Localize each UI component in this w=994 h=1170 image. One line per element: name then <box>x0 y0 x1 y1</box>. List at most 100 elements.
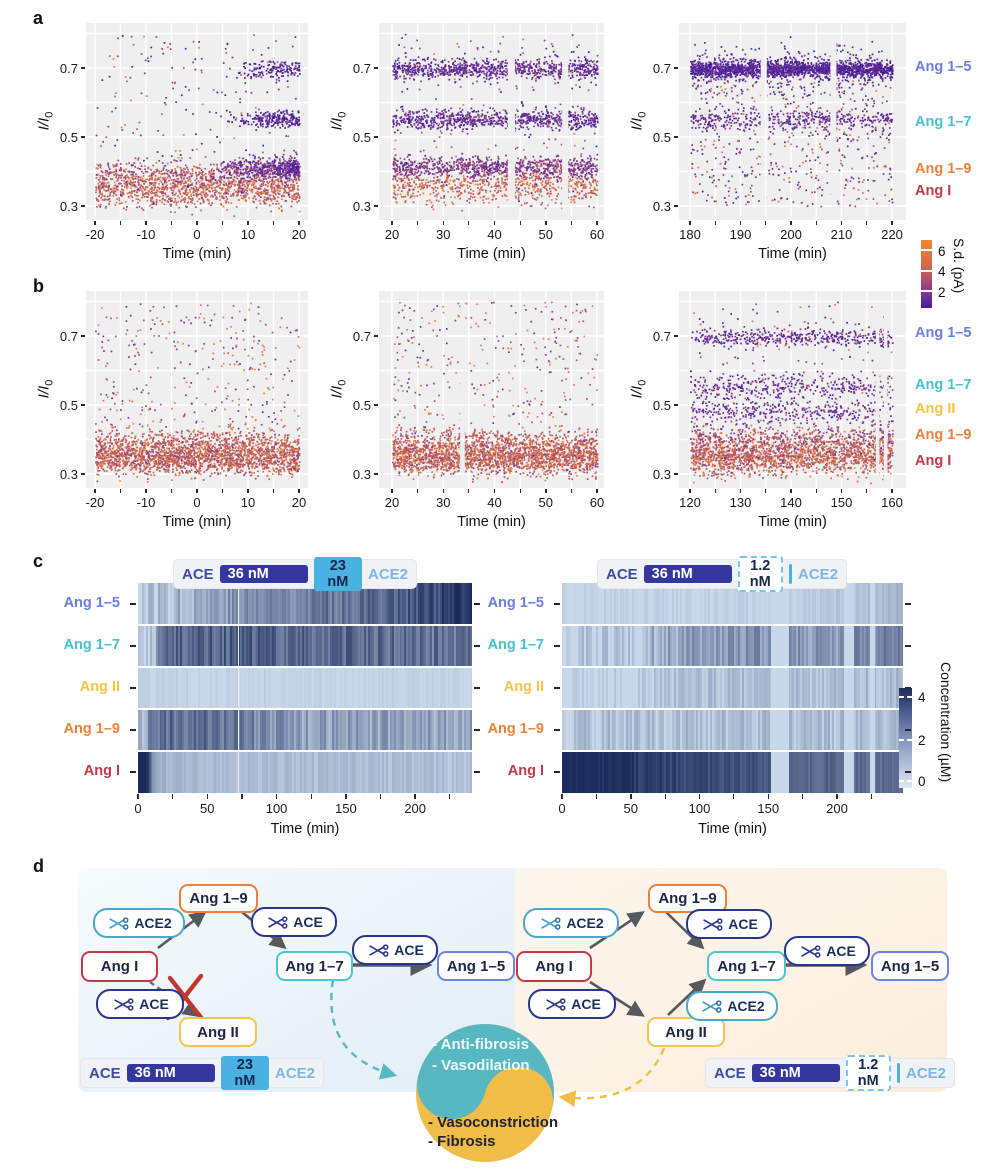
axis-tick <box>596 221 598 225</box>
axis-tick <box>119 489 122 493</box>
axis-tick <box>698 794 701 799</box>
axis-tick <box>765 221 767 225</box>
axis-tick <box>94 489 96 493</box>
band-label: Ang 1–7 <box>915 377 972 393</box>
tick-label: 10 <box>240 227 256 242</box>
bracket-mark <box>788 564 792 584</box>
tick-label: -10 <box>136 227 156 242</box>
enzyme-pill-ace2-right-mid: ACE2 <box>686 991 778 1021</box>
axis-tick <box>905 771 911 773</box>
sd-tick-6: 6 <box>938 244 946 259</box>
arrow-angI-to-angII-right <box>589 980 645 1017</box>
axis-x: Time (min) <box>457 246 526 262</box>
panel-d-letter: d <box>33 856 44 876</box>
legend-c-right: ACE 36 nM 1.2 nM ACE2 <box>598 556 846 592</box>
axis-tick <box>137 794 139 799</box>
tick-label: 190 <box>729 227 752 242</box>
row-label: Ang 1–9 <box>63 721 120 737</box>
legend-ace-label: ACE <box>89 1064 121 1082</box>
ytick-label: 0.7 <box>59 329 78 344</box>
axis-tick <box>554 603 560 605</box>
enzyme-pill-ace-left-mid: ACE <box>352 935 438 965</box>
ytick-label: 0.5 <box>59 130 78 145</box>
tick-label: 210 <box>830 227 853 242</box>
band-label: Ang 1–5 <box>915 325 972 341</box>
axis-tick <box>674 335 678 337</box>
axis-tick <box>374 473 378 475</box>
axis-tick <box>905 687 911 689</box>
axis-tick <box>81 335 85 337</box>
sd-tick-4: 4 <box>938 264 946 279</box>
axis-tick <box>767 794 769 799</box>
axis-tick <box>493 221 496 225</box>
tick-label: 200 <box>404 801 427 816</box>
axis-tick <box>674 136 678 138</box>
tick-label: 20 <box>291 227 307 242</box>
ace2-concentration-chip: 23 nM <box>220 1056 269 1090</box>
axis-tick <box>81 205 85 207</box>
axis-tick <box>172 794 174 799</box>
tick-label: 140 <box>780 495 802 510</box>
axis-x: Time (min) <box>270 821 340 837</box>
axis-tick <box>493 489 496 493</box>
scissors-icon <box>801 944 821 958</box>
axis-tick <box>374 205 378 207</box>
row-label: Ang 1–7 <box>487 637 544 653</box>
scissors-icon <box>109 916 129 930</box>
node-angI-right: Ang I <box>516 951 592 982</box>
row-label: Ang 1–9 <box>487 721 544 737</box>
legend-ace2-label: ACE2 <box>797 565 838 583</box>
axis-tick <box>905 603 911 605</box>
axis-tick <box>519 221 521 225</box>
axis-tick <box>891 489 893 493</box>
axis-tick <box>310 794 312 799</box>
conc-colorbar <box>899 688 912 788</box>
node-ang17-left: Ang 1–7 <box>276 951 353 981</box>
tick-label: 200 <box>826 801 848 816</box>
ace-concentration-chip: 36 nM <box>219 565 308 583</box>
ytick-label: 0.3 <box>652 199 671 214</box>
tick-label: 180 <box>679 227 701 242</box>
balance-text-vasodilation: - Vasodilation <box>432 1057 530 1074</box>
axis-tick <box>866 489 868 493</box>
axis-tick <box>81 67 85 69</box>
axis-tick <box>765 489 767 493</box>
band-label: Ang 1–9 <box>915 427 972 443</box>
axis-tick <box>664 794 666 799</box>
scissors-icon <box>114 997 134 1011</box>
ace-concentration-chip: 36 nM <box>126 1064 215 1082</box>
heatmap-c2 <box>562 583 903 793</box>
axis-tick <box>379 794 382 799</box>
scissors-icon <box>546 997 566 1011</box>
axis-tick <box>247 221 249 225</box>
row-label: Ang 1–5 <box>487 595 544 611</box>
scissors-icon <box>268 915 288 929</box>
ytick-label: 0.3 <box>59 467 78 482</box>
ytick-label: 0.3 <box>652 467 671 482</box>
axis-tick <box>170 489 173 493</box>
tick-label: 150 <box>757 801 780 816</box>
axis-tick <box>130 687 136 689</box>
axis-tick <box>449 794 451 799</box>
ytick-label: 0.5 <box>652 130 671 145</box>
axis-tick <box>374 404 378 406</box>
legend-ace-label: ACE <box>182 565 214 583</box>
ace-concentration-chip: 36 nM <box>751 1064 840 1082</box>
enzyme-label: ACE <box>139 996 169 1012</box>
axis-y: I/I0 <box>35 111 56 131</box>
tick-label: 130 <box>729 495 752 510</box>
axis-tick <box>374 136 378 138</box>
enzyme-label: ACE <box>826 943 856 959</box>
legend-c-left: ACE 36 nM 23 nM ACE2 <box>174 557 416 591</box>
axis-tick <box>815 489 817 493</box>
band-label: Ang I <box>915 453 952 469</box>
axis-tick <box>714 489 716 493</box>
axis-tick <box>145 489 147 493</box>
axis-tick <box>221 489 224 493</box>
panel-a-letter: a <box>33 8 44 28</box>
legend-ace-label: ACE <box>606 565 638 583</box>
axis-tick <box>468 489 470 493</box>
tick-label: -20 <box>85 227 105 242</box>
legend-d-right: ACE 36 nM 1.2 nM ACE2 <box>706 1055 954 1091</box>
axis-tick <box>241 794 243 799</box>
